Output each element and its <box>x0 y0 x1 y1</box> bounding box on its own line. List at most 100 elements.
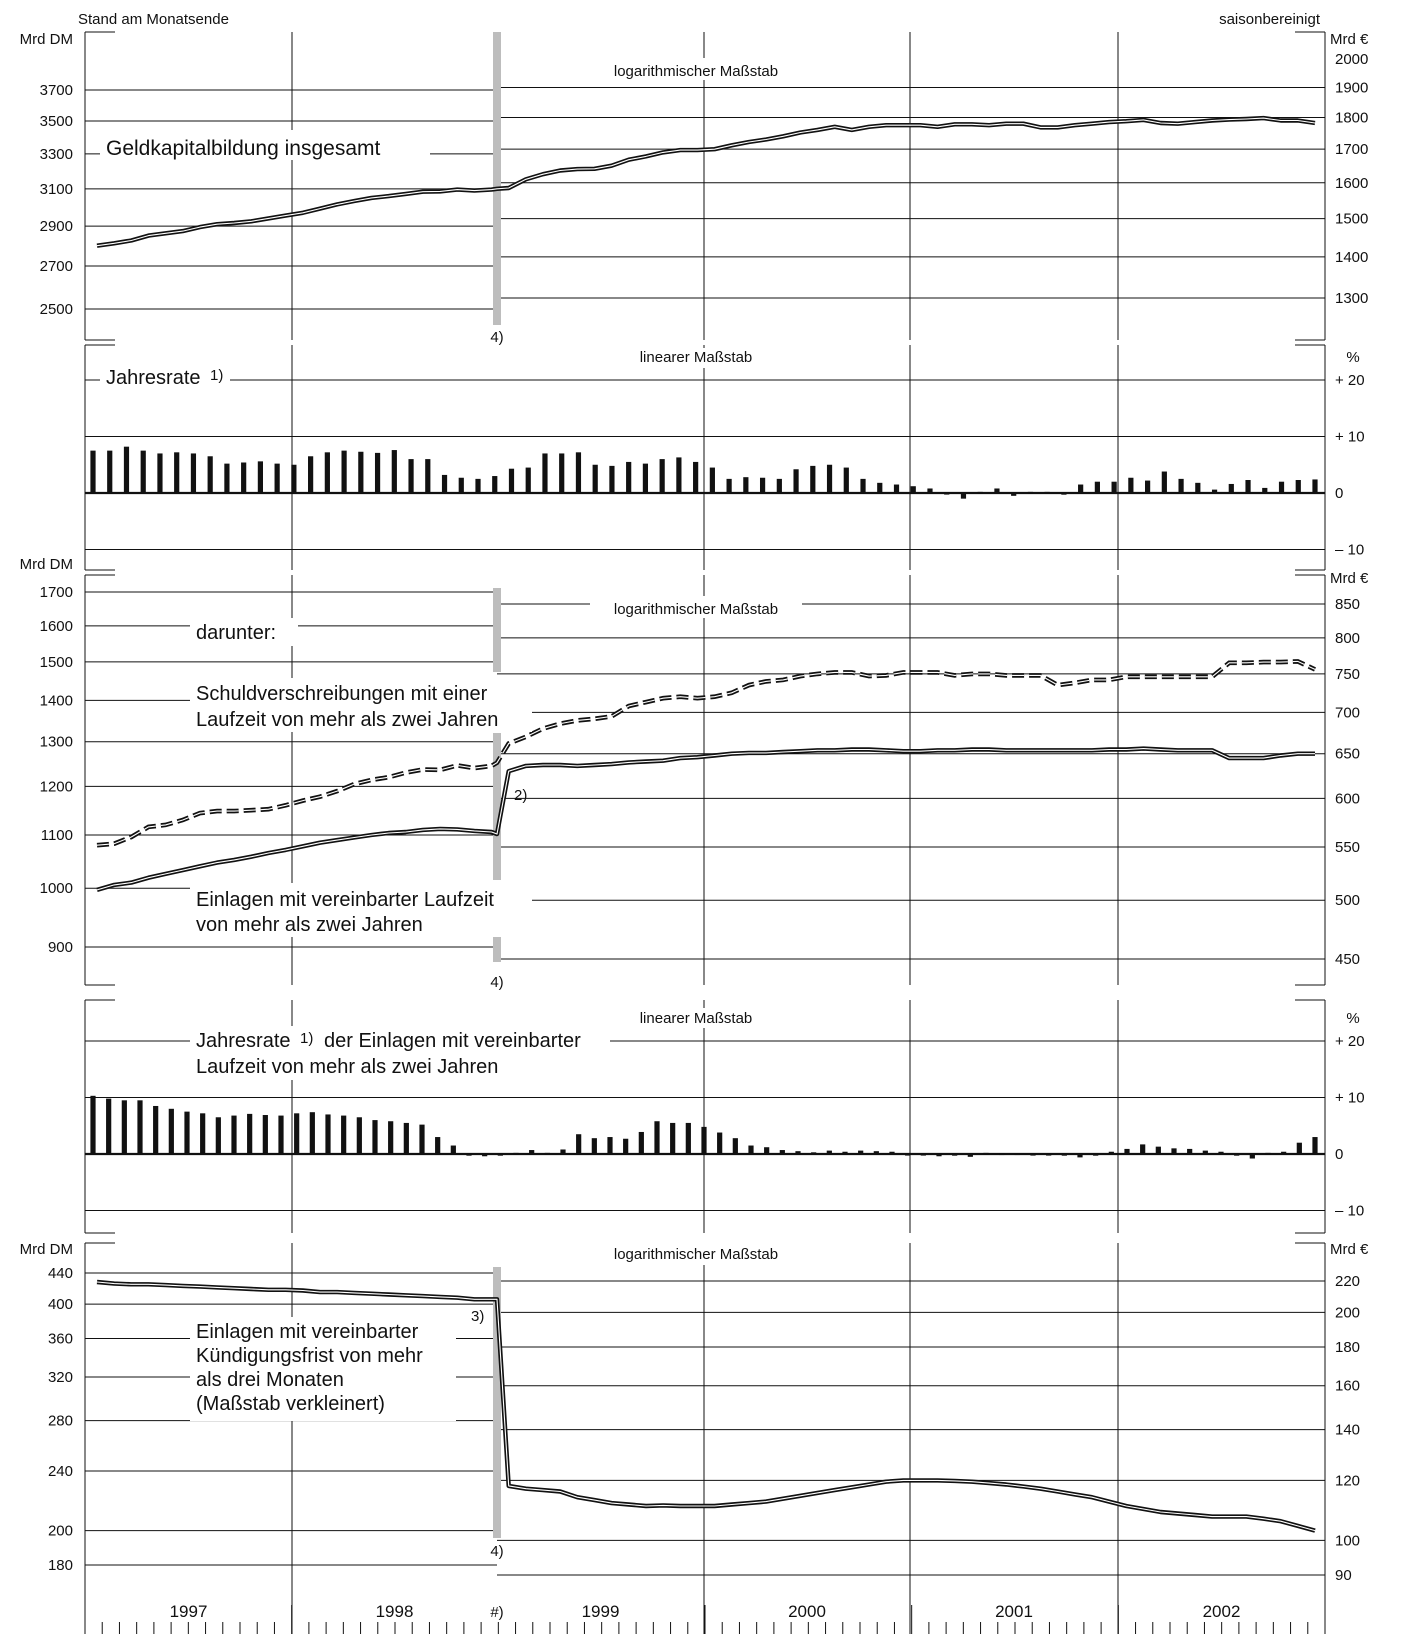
currency-break-bar <box>493 32 501 325</box>
y-tick-right: 700 <box>1335 704 1360 721</box>
bar-jahresrate-gesamt <box>408 459 414 493</box>
footnote-3: 3) <box>471 1308 484 1325</box>
y-tick-right: 100 <box>1335 1532 1360 1549</box>
break-footnote: 4) <box>490 329 503 346</box>
y-tick-left: 1700 <box>40 584 73 601</box>
bar-jahresrate-einlagen <box>106 1098 112 1154</box>
y-tick-left: 1300 <box>40 734 73 751</box>
bar-jahresrate-gesamt <box>1228 483 1234 493</box>
y-tick-right: + 20 <box>1335 372 1365 389</box>
bar-jahresrate-einlagen <box>356 1117 362 1154</box>
bar-jahresrate-einlagen <box>466 1154 472 1156</box>
bar-jahresrate-einlagen <box>983 1152 989 1155</box>
bar-jahresrate-einlagen <box>638 1131 644 1154</box>
bar-jahresrate-gesamt <box>1278 481 1285 493</box>
y-tick-left: 3700 <box>40 82 73 99</box>
bar-jahresrate-einlagen <box>1046 1154 1052 1156</box>
label-einlagen-1: Einlagen mit vereinbarter Laufzeit <box>196 889 494 911</box>
bar-jahresrate-einlagen <box>231 1115 237 1154</box>
bar-jahresrate-einlagen <box>685 1122 691 1154</box>
y-tick-right: 90 <box>1335 1567 1352 1584</box>
text-layer: Stand am Monatsende saisonbereinigt 2500 27… <box>20 11 1369 1622</box>
bar-jahresrate-einlagen <box>544 1152 550 1155</box>
y-tick-left: 320 <box>48 1369 73 1386</box>
y-tick-left: 440 <box>48 1265 73 1282</box>
bar-jahresrate-einlagen <box>779 1150 785 1154</box>
bar-jahresrate-gesamt <box>877 482 883 493</box>
x-label-year-2002: 2002 <box>1203 1602 1241 1621</box>
bar-jahresrate-gesamt <box>592 464 598 493</box>
bar-jahresrate-gesamt <box>475 478 481 493</box>
currency-break-bar <box>493 588 501 672</box>
y-tick-left: 1400 <box>40 692 73 709</box>
unit-right: Mrd € <box>1330 1241 1369 1258</box>
header-left: Stand am Monatsende <box>78 11 229 28</box>
bar-jahresrate-einlagen <box>591 1138 597 1154</box>
bar-jahresrate-gesamt <box>709 467 715 493</box>
bar-jahresrate-gesamt <box>324 452 330 493</box>
bar-jahresrate-einlagen <box>795 1151 801 1154</box>
bar-jahresrate-gesamt <box>609 465 615 493</box>
label-backdrop <box>190 618 298 646</box>
series-label-geldkapital: Geldkapitalbildung insgesamt <box>106 137 380 160</box>
bar-jahresrate-gesamt <box>308 456 314 493</box>
bar-jahresrate-gesamt <box>693 461 699 493</box>
bar-jahresrate-gesamt <box>190 453 197 493</box>
y-tick-right: 140 <box>1335 1422 1360 1439</box>
bar-jahresrate-einlagen <box>450 1145 456 1154</box>
bar-jahresrate-gesamt <box>910 486 916 493</box>
bar-jahresrate-einlagen <box>435 1137 441 1154</box>
bar-jahresrate-einlagen <box>278 1115 284 1154</box>
bar-jahresrate-gesamt <box>626 461 632 493</box>
y-tick-right: 850 <box>1335 596 1360 613</box>
bar-jahresrate-gesamt <box>291 464 297 493</box>
label-einlagen-2: von mehr als zwei Jahren <box>196 914 423 936</box>
label-backdrop <box>190 1317 456 1421</box>
bar-jahresrate-gesamt <box>441 474 448 493</box>
break-footnote: 4) <box>490 974 503 991</box>
y-tick-right: 1600 <box>1335 175 1368 192</box>
bar-jahresrate-einlagen <box>717 1132 723 1154</box>
label-backdrop <box>590 596 802 618</box>
y-tick-right: 120 <box>1335 1472 1360 1489</box>
bar-jahresrate-gesamt <box>1044 491 1050 494</box>
y-tick-left: 2900 <box>40 218 73 235</box>
y-tick-right: 800 <box>1335 630 1360 647</box>
y-tick-left: 280 <box>48 1413 73 1430</box>
y-tick-right: + 10 <box>1335 429 1365 446</box>
bar-jahresrate-gesamt <box>1178 478 1184 493</box>
y-tick-right: 1700 <box>1335 141 1368 158</box>
jahresrate-einlagen-label-2: Laufzeit von mehr als zwei Jahren <box>196 1056 498 1078</box>
bar-jahresrate-einlagen <box>1155 1146 1161 1154</box>
y-tick-left: 3100 <box>40 181 73 198</box>
bar-jahresrate-einlagen <box>576 1134 582 1154</box>
y-tick-left: 180 <box>48 1557 73 1574</box>
bar-jahresrate-gesamt <box>358 451 364 493</box>
darunter-label: darunter: <box>196 622 276 644</box>
bar-jahresrate-einlagen <box>967 1154 973 1157</box>
series-einlagen-kuendigung-inner <box>96 1281 1316 1532</box>
bar-jahresrate-gesamt <box>559 453 565 493</box>
bar-jahresrate-einlagen <box>294 1113 300 1154</box>
bar-jahresrate-gesamt <box>458 477 464 493</box>
bar-jahresrate-einlagen <box>497 1154 503 1156</box>
bar-jahresrate-einlagen <box>90 1095 96 1154</box>
bar-jahresrate-einlagen <box>1061 1154 1067 1156</box>
bar-jahresrate-gesamt <box>1027 491 1034 494</box>
series-label-kuendigung: Kündigungsfrist von mehr <box>196 1345 423 1367</box>
unit-right: Mrd € <box>1330 570 1369 587</box>
bar-jahresrate-einlagen <box>607 1137 613 1154</box>
bar-jahresrate-gesamt <box>525 467 531 493</box>
bar-jahresrate-einlagen <box>215 1117 221 1154</box>
bar-jahresrate-gesamt <box>659 459 665 493</box>
bar-jahresrate-einlagen <box>372 1120 378 1154</box>
bar-jahresrate-einlagen <box>670 1122 676 1154</box>
bar-jahresrate-gesamt <box>1011 493 1017 496</box>
break-label: #) <box>490 1604 503 1621</box>
series-label-kuendigung: Einlagen mit vereinbarter <box>196 1321 419 1343</box>
label-backdrop <box>630 348 762 368</box>
unit-left: Mrd DM <box>20 31 73 48</box>
bar-jahresrate-einlagen <box>341 1115 347 1154</box>
bar-jahresrate-einlagen <box>1124 1148 1130 1154</box>
bar-jahresrate-einlagen <box>168 1108 174 1154</box>
